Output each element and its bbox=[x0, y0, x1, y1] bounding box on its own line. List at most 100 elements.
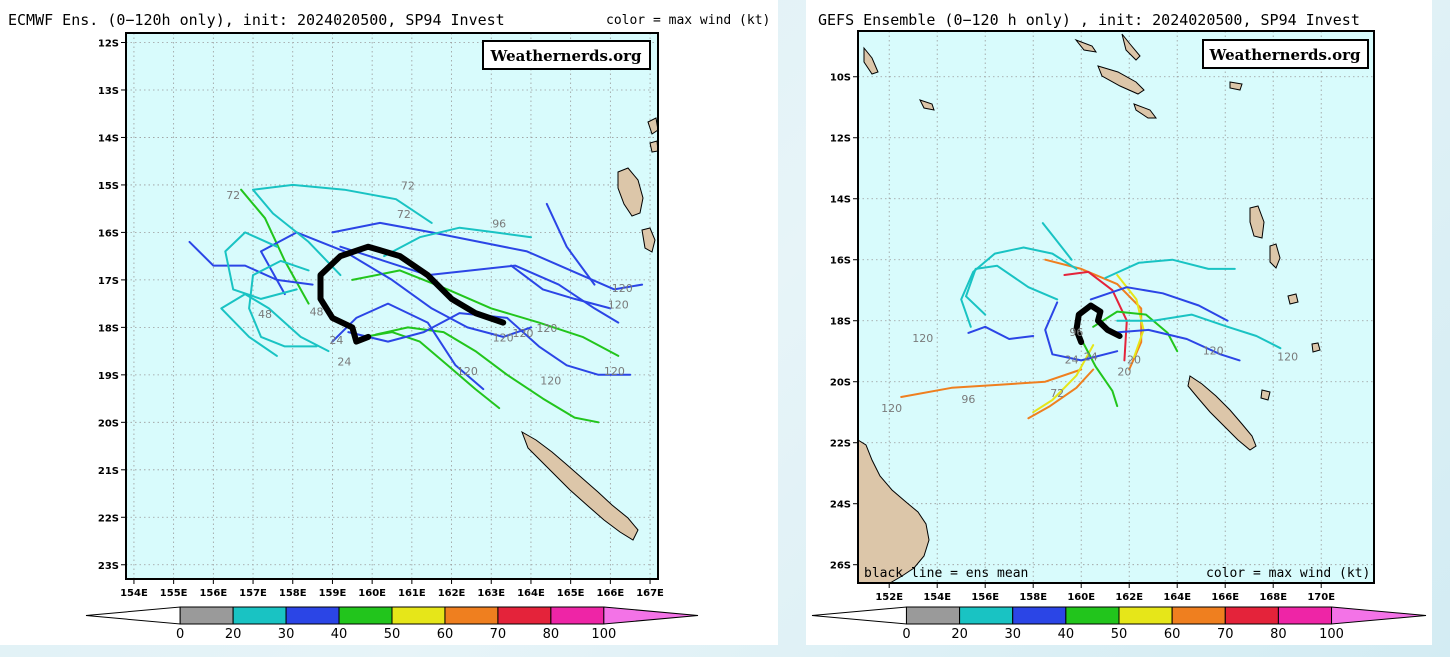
left-colorbar-label-0: 0 bbox=[176, 627, 184, 642]
solomon-guadalcanal-land bbox=[1097, 65, 1145, 95]
right-xtick-160e: 160E bbox=[1067, 592, 1095, 603]
left-ytick-19s: 19S bbox=[98, 371, 119, 382]
right-xtick-156e: 156E bbox=[971, 592, 999, 603]
left-xtick-162e: 162E bbox=[438, 588, 466, 599]
right-hour-label-7: 96 bbox=[1069, 326, 1083, 339]
right-member-track-2 bbox=[1027, 368, 1095, 420]
left-xtick-161e: 161E bbox=[398, 588, 426, 599]
new-caledonia-land bbox=[521, 430, 639, 541]
right-member-track-14 bbox=[960, 246, 1078, 328]
left-colorbar-right-arrow bbox=[603, 606, 699, 625]
left-xtick-164e: 164E bbox=[517, 588, 545, 599]
right-member-track-7 bbox=[1092, 310, 1179, 353]
right-member-track-1 bbox=[900, 368, 1083, 398]
right-hour-label-9: 20 bbox=[1117, 366, 1131, 379]
ecmwf-y-axis: 12S 13S 14S 15S 16S 17S 18S 19S 20S 21S 22S 23S bbox=[98, 38, 126, 572]
left-member-track-1 bbox=[375, 326, 600, 424]
right-hour-label-5: 24 bbox=[1065, 353, 1079, 366]
banks-islands-land-2 bbox=[649, 140, 659, 153]
right-member-track-17 bbox=[1041, 222, 1073, 261]
right-ytick-12s: 12S bbox=[830, 134, 851, 145]
right-colorbar-bin-2 bbox=[959, 606, 1014, 625]
right-member-track-9 bbox=[1089, 286, 1229, 322]
ecmwf-title: ECMWF Ens. (0−120h only), init: 20240205… bbox=[8, 11, 505, 29]
right-ytick-22s: 22S bbox=[830, 439, 851, 450]
right-colorbar-label-30: 30 bbox=[1004, 627, 1021, 642]
left-xtick-163e: 163E bbox=[477, 588, 505, 599]
right-hour-label-4: 72 bbox=[1050, 387, 1064, 400]
right-member-track-13 bbox=[965, 264, 1059, 316]
right-ytick-14s: 14S bbox=[830, 195, 851, 206]
right-member-track-8 bbox=[1080, 338, 1119, 408]
left-ytick-18s: 18S bbox=[98, 323, 119, 334]
gefs-legend-note: color = max wind (kt) bbox=[1206, 566, 1370, 581]
left-hour-label-3: 72 bbox=[397, 208, 411, 221]
left-colorbar-label-30: 30 bbox=[278, 627, 295, 642]
left-hour-label-14: 120 bbox=[608, 298, 629, 311]
right-xtick-164e: 164E bbox=[1163, 592, 1191, 603]
right-ytick-10s: 10S bbox=[830, 73, 851, 84]
left-colorbar-bin-1 bbox=[179, 606, 234, 625]
gefs-ensemble-tracks bbox=[900, 222, 1282, 420]
right-xtick-166e: 166E bbox=[1211, 592, 1239, 603]
left-hour-label-7: 24 bbox=[329, 334, 343, 347]
ecmwf-brand-box: Weathernerds.org bbox=[482, 40, 651, 70]
right-member-track-15 bbox=[1104, 258, 1236, 279]
left-hour-label-12: 120 bbox=[536, 322, 557, 335]
right-colorbar-bin-3 bbox=[1012, 606, 1067, 625]
right-ytick-26s: 26S bbox=[830, 561, 851, 572]
right-xtick-168e: 168E bbox=[1259, 592, 1287, 603]
gefs-chart: GEFS Ensemble (0−120 h only) , init: 202… bbox=[811, 11, 1427, 642]
left-xtick-155e: 155E bbox=[160, 588, 188, 599]
solomon-new-georgia-land bbox=[919, 99, 935, 111]
right-colorbar-bin-8 bbox=[1277, 606, 1333, 625]
left-ytick-23s: 23S bbox=[98, 561, 119, 572]
right-hour-label-3: 96 bbox=[961, 393, 975, 406]
right-colorbar-bin-5 bbox=[1118, 606, 1173, 625]
ecmwf-panel: ECMWF Ens. (0−120h only), init: 20240205… bbox=[8, 11, 771, 642]
ecmwf-map-frame bbox=[125, 32, 659, 580]
gefs-x-axis: 152E 154E 156E 158E 160E 162E 164E 166E 168E 170E bbox=[875, 583, 1335, 603]
right-colorbar-label-20: 20 bbox=[951, 627, 968, 642]
left-colorbar-bin-7 bbox=[497, 606, 552, 625]
loyalty-islands-land bbox=[1260, 389, 1271, 401]
right-colorbar-bin-6 bbox=[1171, 606, 1226, 625]
right-member-track-16 bbox=[1116, 313, 1282, 350]
right-xtick-154e: 154E bbox=[923, 592, 951, 603]
left-xtick-165e: 165E bbox=[557, 588, 585, 599]
right-hour-label-10: 120 bbox=[1203, 344, 1224, 357]
right-ytick-16s: 16S bbox=[830, 256, 851, 267]
left-member-track-9 bbox=[545, 202, 596, 286]
gefs-panel: GEFS Ensemble (0−120 h only) , init: 202… bbox=[806, 0, 1432, 645]
left-colorbar-bin-6 bbox=[444, 606, 499, 625]
right-colorbar-bin-7 bbox=[1224, 606, 1279, 625]
left-colorbar-bin-2 bbox=[232, 606, 287, 625]
left-ytick-21s: 21S bbox=[98, 466, 119, 477]
solomon-isabel-land bbox=[1074, 38, 1098, 53]
left-member-track-16 bbox=[383, 226, 532, 258]
left-hour-label-6: 48 bbox=[310, 305, 324, 318]
right-member-track-11 bbox=[1044, 301, 1119, 362]
solomon-bougainville-land bbox=[863, 46, 879, 75]
left-ytick-13s: 13S bbox=[98, 86, 119, 97]
left-colorbar-label-50: 50 bbox=[384, 627, 401, 642]
gefs-y-axis: 10S 12S 14S 16S 18S 20S 22S 24S 26S bbox=[830, 73, 858, 572]
right-colorbar-bin-1 bbox=[905, 606, 961, 625]
right-ensemble-mean-track bbox=[1073, 302, 1123, 346]
left-ytick-12s: 12S bbox=[98, 38, 119, 49]
right-colorbar-label-0: 0 bbox=[902, 627, 910, 642]
left-xtick-154e: 154E bbox=[120, 588, 148, 599]
left-colorbar-label-40: 40 bbox=[331, 627, 348, 642]
left-member-track-2 bbox=[363, 331, 501, 410]
left-hour-label-10: 120 bbox=[493, 332, 514, 345]
left-member-track-8 bbox=[510, 264, 612, 310]
left-xtick-157e: 157E bbox=[239, 588, 267, 599]
left-ensemble-mean-track bbox=[317, 243, 507, 345]
left-colorbar-bin-5 bbox=[391, 606, 446, 625]
left-colorbar-label-60: 60 bbox=[437, 627, 454, 642]
ecmwf-landmasses bbox=[521, 117, 659, 541]
gefs-map-area bbox=[858, 31, 1374, 583]
left-hour-label-16: 120 bbox=[604, 365, 625, 378]
right-colorbar-left-arrow bbox=[811, 606, 907, 625]
